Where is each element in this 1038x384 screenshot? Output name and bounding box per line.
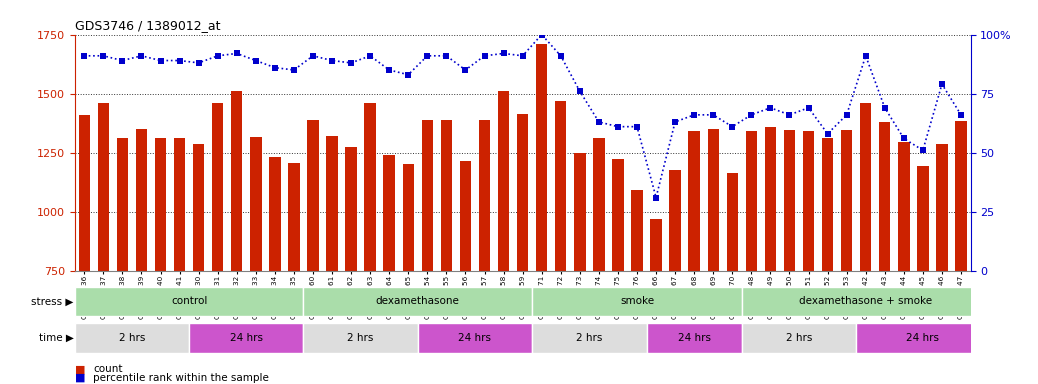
Text: percentile rank within the sample: percentile rank within the sample: [93, 373, 269, 383]
Bar: [532, 287, 742, 316]
Text: 2 hrs: 2 hrs: [576, 333, 602, 343]
Bar: [688, 131, 700, 271]
Text: 24 hrs: 24 hrs: [678, 333, 711, 343]
Text: 2 hrs: 2 hrs: [118, 333, 145, 343]
Bar: [765, 127, 776, 271]
Bar: [822, 139, 834, 271]
Bar: [532, 323, 647, 353]
Bar: [303, 287, 532, 316]
Bar: [670, 170, 681, 271]
Bar: [303, 323, 418, 353]
Bar: [647, 323, 742, 353]
Bar: [727, 173, 738, 271]
Bar: [231, 91, 243, 271]
Text: stress ▶: stress ▶: [31, 296, 74, 306]
Bar: [364, 103, 376, 271]
Bar: [936, 144, 948, 271]
Bar: [861, 103, 872, 271]
Bar: [346, 147, 357, 271]
Bar: [742, 323, 856, 353]
Bar: [841, 130, 852, 271]
Bar: [479, 119, 490, 271]
Bar: [536, 44, 547, 271]
Bar: [75, 323, 189, 353]
Bar: [155, 139, 166, 271]
Text: count: count: [93, 364, 122, 374]
Bar: [631, 190, 643, 271]
Text: 24 hrs: 24 hrs: [906, 333, 939, 343]
Bar: [498, 91, 510, 271]
Bar: [418, 323, 532, 353]
Bar: [79, 115, 90, 271]
Bar: [517, 114, 528, 271]
Bar: [651, 219, 662, 271]
Bar: [784, 130, 795, 271]
Bar: [856, 323, 989, 353]
Text: GDS3746 / 1389012_at: GDS3746 / 1389012_at: [75, 19, 220, 32]
Bar: [955, 121, 966, 271]
Bar: [403, 164, 414, 271]
Bar: [189, 323, 303, 353]
Bar: [383, 155, 394, 271]
Bar: [116, 139, 128, 271]
Bar: [898, 142, 909, 271]
Text: 24 hrs: 24 hrs: [459, 333, 491, 343]
Bar: [879, 122, 891, 271]
Bar: [269, 157, 280, 271]
Bar: [212, 103, 223, 271]
Bar: [918, 166, 929, 271]
Bar: [98, 103, 109, 271]
Bar: [802, 131, 814, 271]
Bar: [708, 129, 719, 271]
Text: time ▶: time ▶: [38, 333, 74, 343]
Bar: [742, 287, 989, 316]
Text: 24 hrs: 24 hrs: [229, 333, 263, 343]
Bar: [326, 136, 337, 271]
Bar: [193, 144, 204, 271]
Bar: [289, 163, 300, 271]
Bar: [136, 129, 147, 271]
Text: ■: ■: [75, 373, 85, 383]
Text: 2 hrs: 2 hrs: [786, 333, 812, 343]
Bar: [421, 119, 433, 271]
Bar: [574, 153, 585, 271]
Text: dexamethasone: dexamethasone: [376, 296, 460, 306]
Bar: [555, 101, 567, 271]
Text: smoke: smoke: [620, 296, 654, 306]
Text: dexamethasone + smoke: dexamethasone + smoke: [799, 296, 932, 306]
Bar: [441, 119, 453, 271]
Text: control: control: [171, 296, 208, 306]
Bar: [460, 161, 471, 271]
Bar: [307, 119, 319, 271]
Bar: [745, 131, 757, 271]
Bar: [173, 139, 185, 271]
Bar: [593, 139, 604, 271]
Text: ■: ■: [75, 364, 85, 374]
Bar: [75, 287, 303, 316]
Bar: [612, 159, 624, 271]
Text: 2 hrs: 2 hrs: [348, 333, 374, 343]
Bar: [250, 137, 262, 271]
